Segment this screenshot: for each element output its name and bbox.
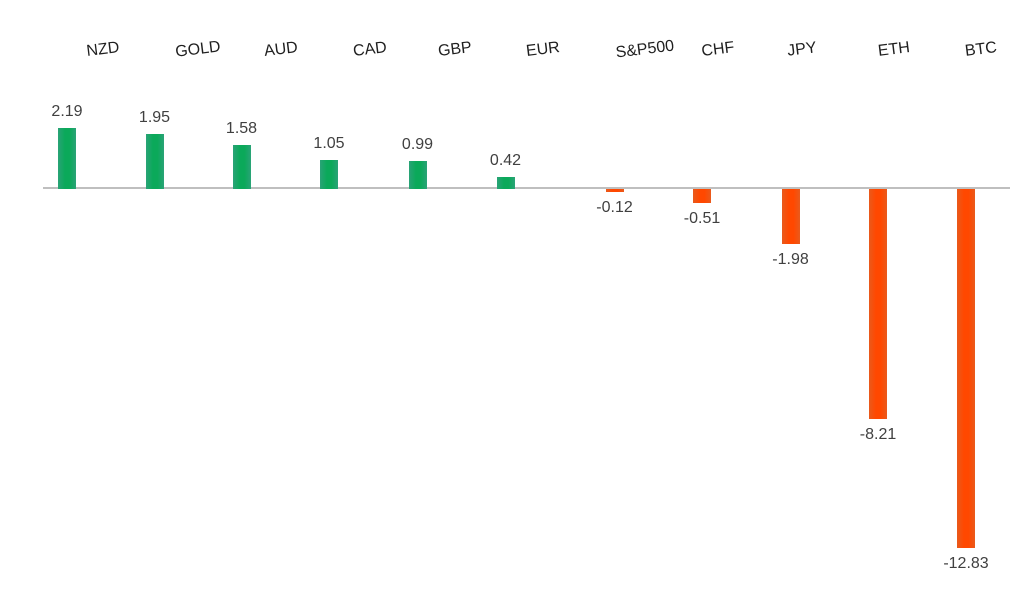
value-label-eth: -8.21 — [859, 425, 897, 443]
bar-nzd — [58, 127, 76, 189]
value-label-nzd: 2.19 — [51, 102, 83, 120]
category-label-cad: CAD — [352, 39, 388, 60]
value-label-jpy: -1.98 — [772, 251, 809, 269]
bar-sp500 — [605, 189, 624, 193]
bar-gold — [145, 134, 164, 189]
bar-jpy — [781, 189, 800, 245]
value-label-chf: -0.51 — [683, 210, 721, 228]
bar-chf — [693, 189, 711, 204]
category-label-nzd: NZD — [85, 39, 121, 60]
value-label-sp500: -0.12 — [596, 199, 633, 217]
category-label-sp500: S&P500 — [614, 37, 676, 62]
category-label-eth: ETH — [876, 39, 911, 60]
bar-btc — [957, 189, 975, 549]
category-label-chf: CHF — [700, 39, 735, 60]
category-label-gold: GOLD — [174, 38, 222, 61]
bar-cad — [320, 159, 338, 189]
category-label-aud: AUD — [263, 39, 299, 60]
value-label-eur: 0.42 — [489, 152, 522, 170]
value-label-cad: 1.05 — [313, 134, 345, 152]
bar-eur — [496, 177, 515, 189]
category-label-btc: BTC — [963, 39, 998, 60]
value-label-gold: 1.95 — [138, 109, 171, 127]
bar-gbp — [408, 161, 427, 189]
bar-eth — [869, 189, 887, 419]
x-axis-line — [43, 187, 1010, 189]
category-label-jpy: JPY — [786, 39, 818, 60]
value-label-gbp: 0.99 — [401, 136, 434, 154]
bar-aud — [232, 144, 251, 189]
category-label-eur: EUR — [525, 39, 561, 60]
value-label-aud: 1.58 — [225, 119, 258, 137]
category-label-gbp: GBP — [437, 39, 473, 60]
value-label-btc: -12.83 — [943, 555, 989, 573]
